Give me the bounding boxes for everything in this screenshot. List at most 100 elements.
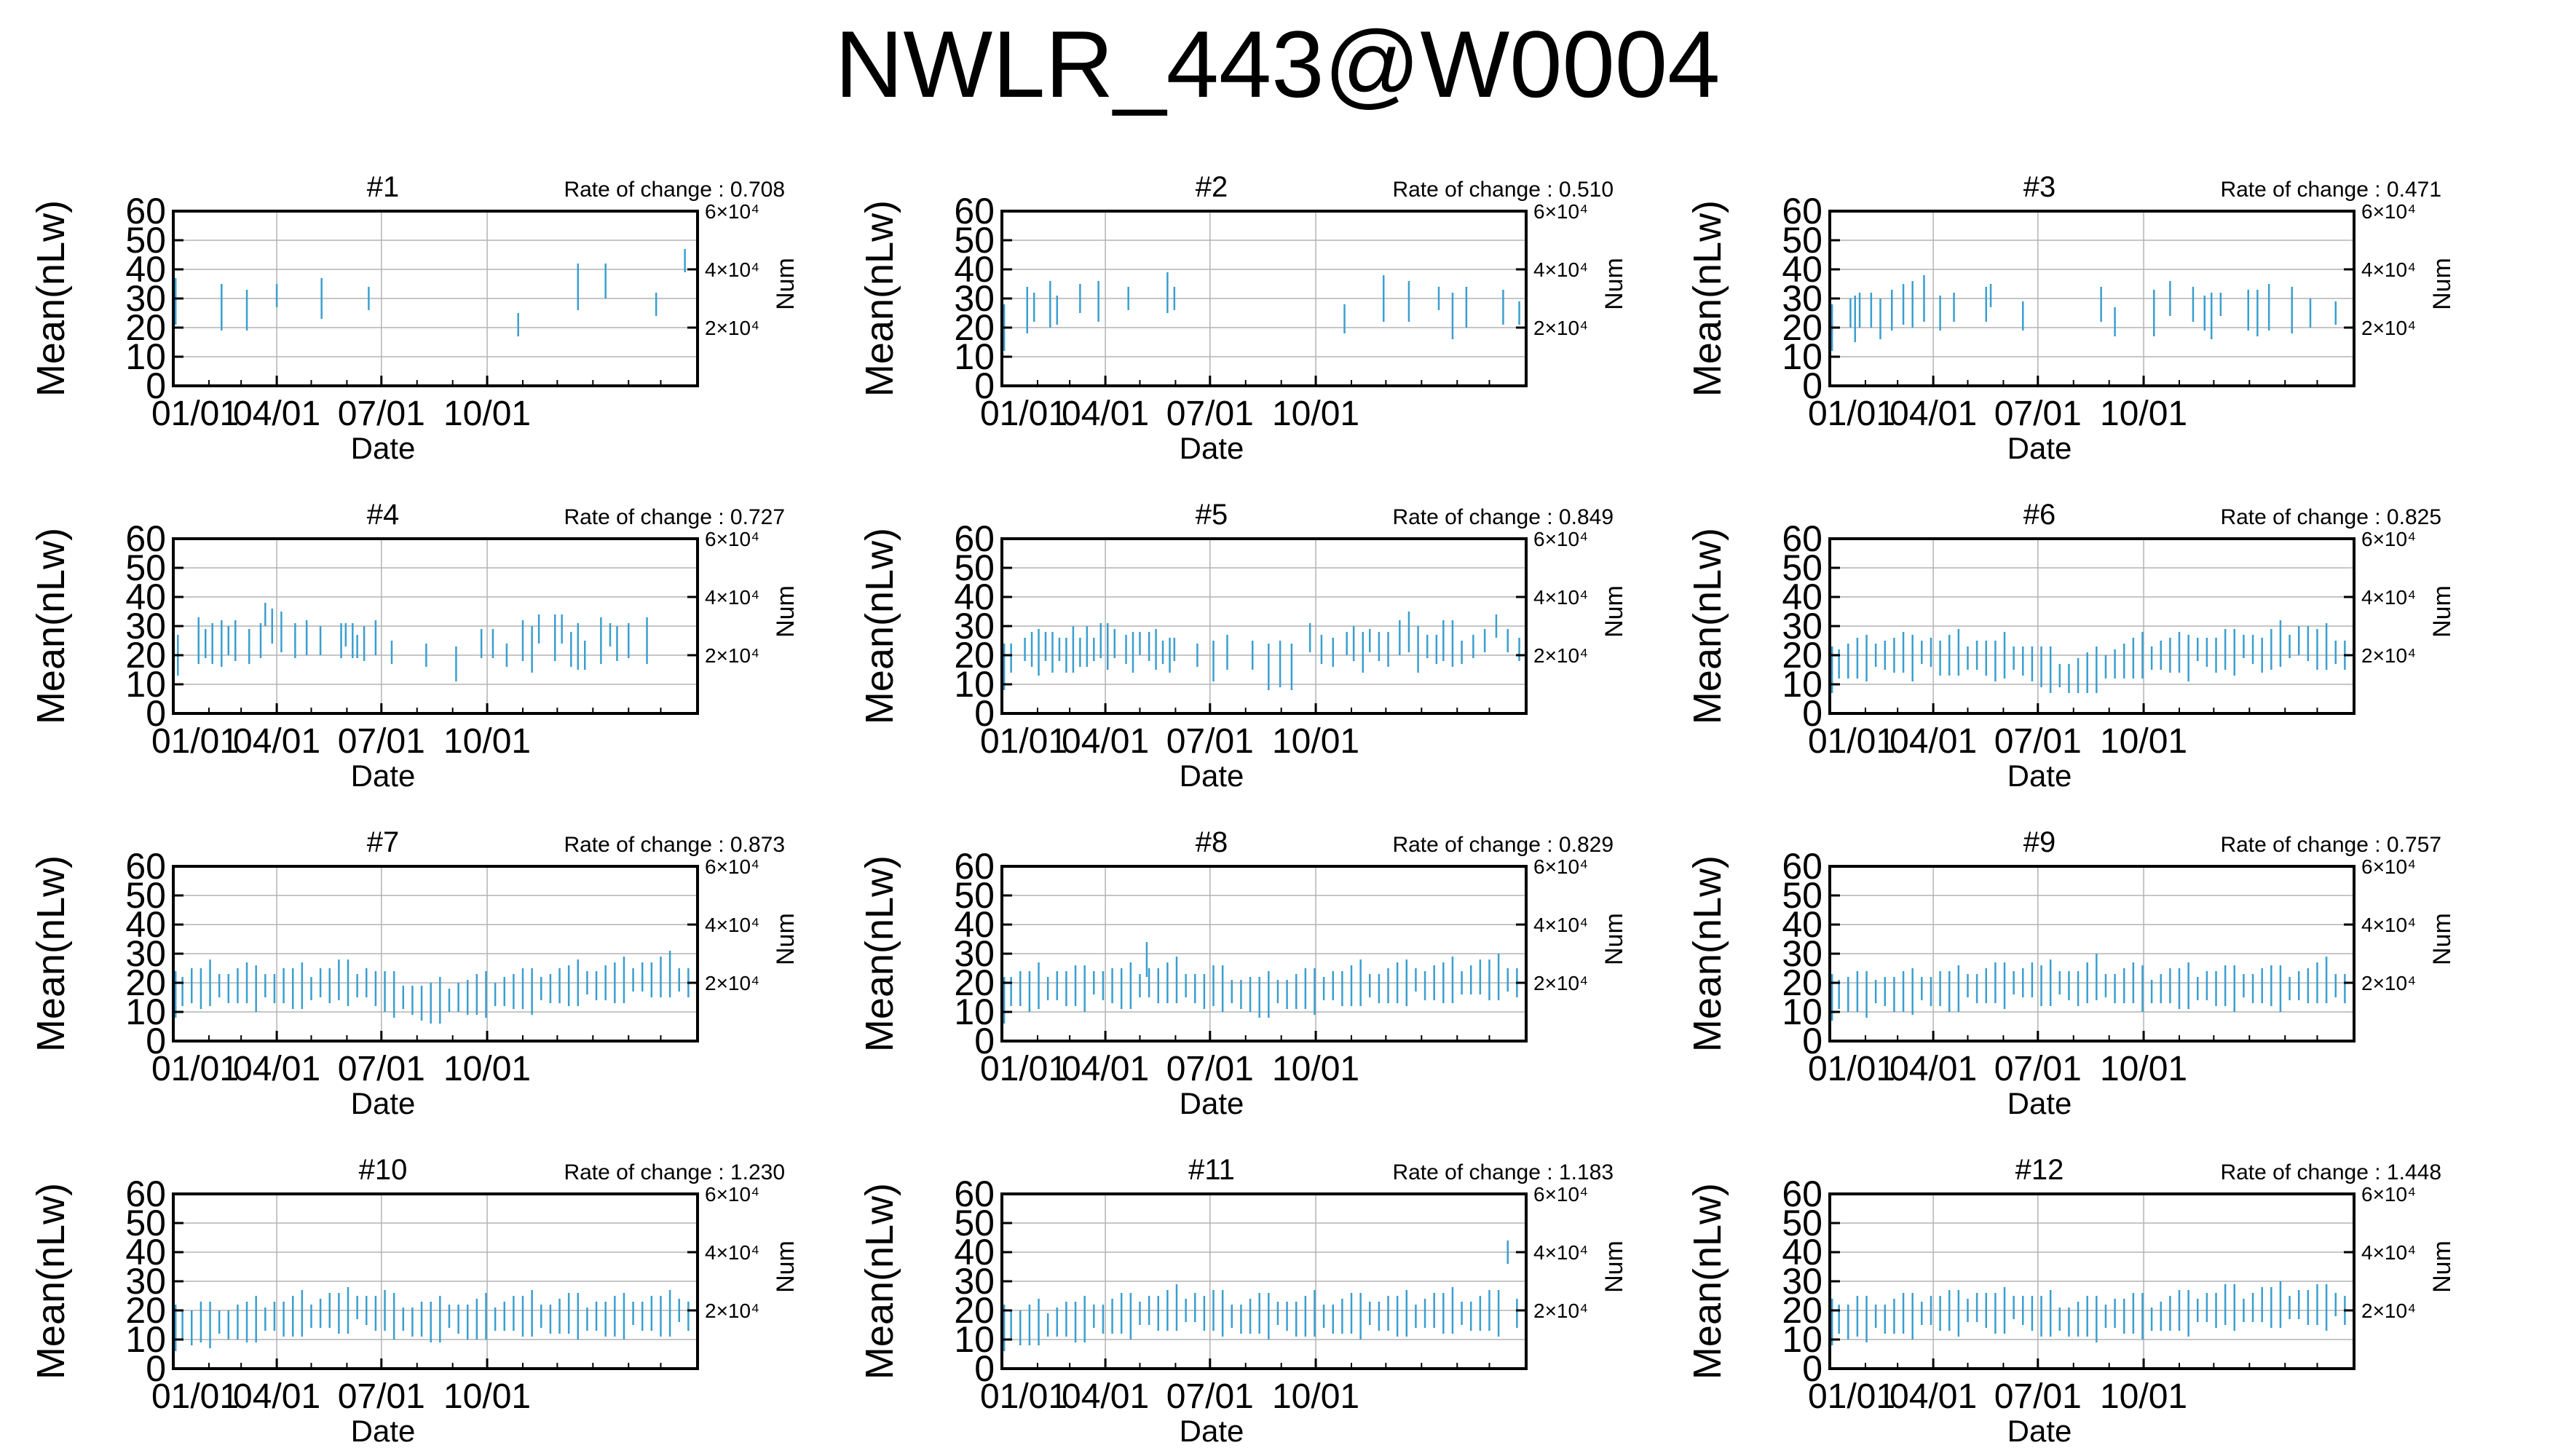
y-tick-label: 0 <box>1802 365 1823 406</box>
x-tick-label: 01/01 <box>151 1377 239 1416</box>
x-axis-label: Date <box>351 431 416 465</box>
y-tick-label: 10 <box>1782 664 1823 705</box>
y2-tick-label: 6×10⁴ <box>1533 200 1588 223</box>
x-tick-label: 07/01 <box>338 1050 425 1088</box>
y-tick-label: 50 <box>1782 875 1823 916</box>
y2-axis-label: Num <box>772 913 799 965</box>
y-axis-label: Mean(nLw) <box>29 200 73 397</box>
y2-tick-label: 4×10⁴ <box>2361 258 2416 281</box>
y-tick-label: 30 <box>954 1261 995 1302</box>
y-axis-label: Mean(nLw) <box>1686 1183 1729 1380</box>
y-tick-label: 10 <box>954 1319 995 1360</box>
y-tick-label: 30 <box>125 606 166 646</box>
y-tick-label: 60 <box>1782 518 1823 559</box>
y2-tick-label: 4×10⁴ <box>705 586 759 609</box>
x-tick-label: 04/01 <box>1062 395 1149 433</box>
y2-tick-label: 6×10⁴ <box>705 528 759 550</box>
y2-tick-label: 2×10⁴ <box>2361 644 2416 667</box>
x-axis-label: Date <box>2007 431 2072 465</box>
rate-of-change-label: Rate of change : 0.849 <box>1392 505 1614 529</box>
subplot-title: #3 <box>2023 171 2056 203</box>
y-tick-label: 50 <box>125 220 166 261</box>
y-tick-label: 50 <box>125 547 166 588</box>
y-tick-label: 20 <box>125 635 166 676</box>
y-tick-label: 0 <box>146 1021 166 1061</box>
subplot-title: #7 <box>367 826 400 858</box>
y-tick-label: 30 <box>1782 933 1823 974</box>
y-axis-label: Mean(nLw) <box>29 528 73 724</box>
y2-tick-label: 2×10⁴ <box>2361 317 2416 339</box>
rate-of-change-label: Rate of change : 1.183 <box>1392 1160 1614 1184</box>
x-axis-label: Date <box>1180 1086 1244 1120</box>
y-tick-label: 0 <box>1802 693 1823 734</box>
y-axis-label: Mean(nLw) <box>29 855 73 1052</box>
y-tick-label: 60 <box>954 846 995 887</box>
y-tick-label: 20 <box>954 635 995 676</box>
y2-tick-label: 6×10⁴ <box>2361 855 2416 878</box>
x-tick-label: 07/01 <box>1166 1377 1254 1416</box>
y2-tick-label: 6×10⁴ <box>1533 855 1588 878</box>
y2-axis-label: Num <box>2428 258 2456 310</box>
y-tick-label: 60 <box>1782 846 1823 887</box>
y-axis-label: Mean(nLw) <box>858 528 901 724</box>
y2-tick-label: 4×10⁴ <box>705 1241 759 1264</box>
x-axis-label: Date <box>1180 431 1244 465</box>
y-tick-label: 30 <box>954 606 995 646</box>
y2-axis-label: Num <box>1600 585 1628 638</box>
y-tick-label: 30 <box>125 1261 166 1302</box>
y-tick-label: 60 <box>125 846 166 887</box>
y-tick-label: 40 <box>954 577 995 617</box>
y-tick-label: 40 <box>125 577 166 617</box>
x-axis-label: Date <box>351 1414 416 1448</box>
y-tick-label: 0 <box>1802 1348 1823 1389</box>
x-tick-label: 01/01 <box>980 1377 1067 1416</box>
y-tick-label: 30 <box>954 933 995 974</box>
y-tick-label: 40 <box>954 249 995 290</box>
y-tick-label: 60 <box>125 1174 166 1214</box>
y2-tick-label: 4×10⁴ <box>2361 1241 2416 1264</box>
y-tick-label: 50 <box>954 547 995 588</box>
x-tick-label: 07/01 <box>1166 722 1254 761</box>
x-tick-label: 10/01 <box>443 722 531 761</box>
x-tick-label: 01/01 <box>1808 1050 1895 1088</box>
y2-axis-label: Num <box>1600 913 1628 965</box>
x-tick-label: 10/01 <box>2100 1377 2187 1416</box>
y2-tick-label: 2×10⁴ <box>705 1299 759 1322</box>
y-tick-label: 10 <box>1782 336 1823 377</box>
subplot-title: #6 <box>2023 499 2056 531</box>
subplot-title: #9 <box>2023 826 2056 858</box>
y-tick-label: 30 <box>1782 278 1823 319</box>
x-tick-label: 04/01 <box>1062 1050 1149 1088</box>
y2-tick-label: 6×10⁴ <box>2361 1183 2416 1206</box>
y-tick-label: 0 <box>974 693 995 734</box>
y-tick-label: 10 <box>125 664 166 705</box>
y-tick-label: 30 <box>1782 1261 1823 1302</box>
rate-of-change-label: Rate of change : 0.873 <box>564 833 785 857</box>
x-axis-label: Date <box>351 1086 416 1120</box>
y-tick-label: 20 <box>125 1290 166 1331</box>
y-tick-label: 20 <box>1782 307 1823 348</box>
y-tick-label: 20 <box>1782 1290 1823 1331</box>
y2-tick-label: 2×10⁴ <box>705 317 759 339</box>
x-tick-label: 07/01 <box>338 1377 425 1416</box>
x-axis-label: Date <box>1180 1414 1244 1448</box>
y-tick-label: 30 <box>1782 606 1823 646</box>
y-axis-label: Mean(nLw) <box>858 855 901 1052</box>
x-tick-label: 07/01 <box>338 722 425 761</box>
x-tick-label: 04/01 <box>1889 722 1977 761</box>
x-tick-label: 07/01 <box>1166 1050 1254 1088</box>
x-tick-label: 10/01 <box>1272 1050 1359 1088</box>
y-axis-label: Mean(nLw) <box>1686 528 1729 724</box>
y-tick-label: 0 <box>974 1348 995 1389</box>
subplot-title: #5 <box>1196 499 1228 531</box>
y2-tick-label: 6×10⁴ <box>2361 528 2416 550</box>
x-tick-label: 01/01 <box>151 395 239 433</box>
y-tick-label: 20 <box>954 1290 995 1331</box>
x-tick-label: 10/01 <box>1272 395 1359 433</box>
rate-of-change-label: Rate of change : 0.829 <box>1392 833 1614 857</box>
x-tick-label: 04/01 <box>1062 722 1149 761</box>
x-tick-label: 01/01 <box>1808 395 1895 433</box>
y2-axis-label: Num <box>1600 258 1628 310</box>
y2-axis-label: Num <box>772 585 799 638</box>
x-tick-label: 04/01 <box>233 1377 320 1416</box>
